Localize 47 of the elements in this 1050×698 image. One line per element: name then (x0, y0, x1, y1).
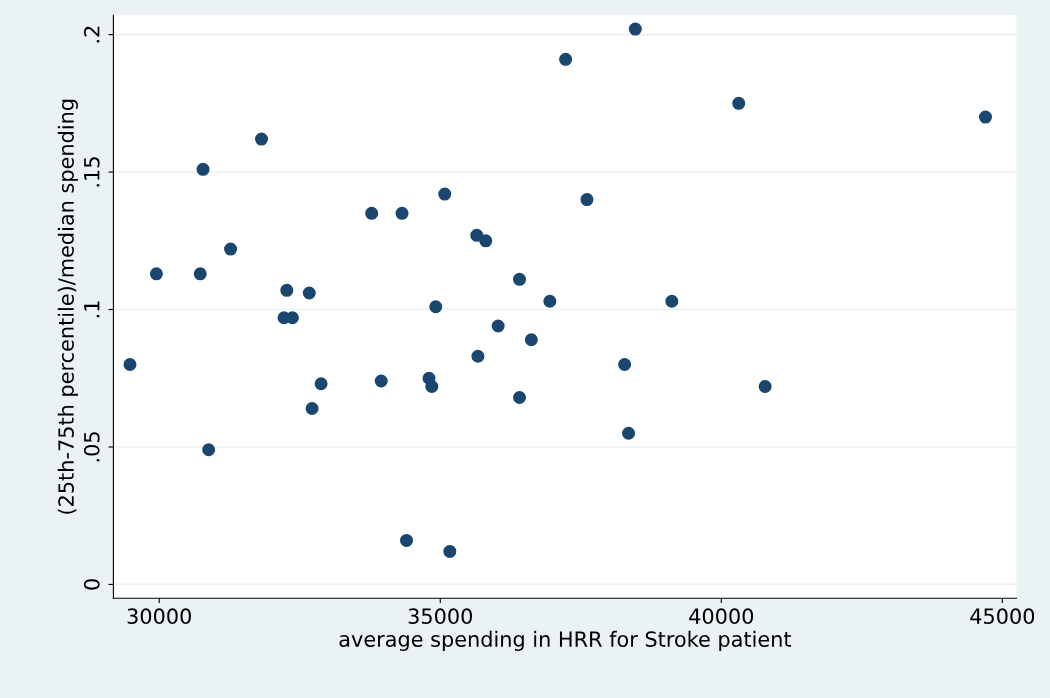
point (513, 390, 527, 404)
point (665, 294, 679, 308)
point (193, 267, 207, 281)
point (580, 193, 594, 207)
point (280, 283, 294, 297)
point (524, 333, 538, 347)
point (978, 110, 992, 124)
point (224, 242, 238, 256)
point (123, 357, 137, 372)
point (196, 162, 210, 176)
point (443, 544, 457, 558)
y-tick-label: .1 (84, 301, 100, 318)
point (513, 272, 527, 286)
x-tick-label: 45000 (970, 608, 1035, 625)
point (732, 96, 746, 110)
point (374, 374, 388, 388)
point (471, 349, 485, 363)
point (365, 206, 379, 220)
x-axis-title: average spending in HRR for Stroke patient (339, 630, 792, 652)
point (628, 22, 642, 36)
point (491, 319, 505, 333)
point (425, 379, 439, 394)
x-tick-label: 35000 (408, 608, 473, 625)
x-tick-label: 40000 (689, 608, 754, 625)
point (758, 379, 772, 394)
point (255, 132, 269, 146)
x-tick-label: 30000 (127, 608, 191, 625)
point (429, 300, 443, 314)
point (395, 206, 409, 220)
point (314, 377, 328, 391)
point (559, 52, 573, 66)
point (479, 234, 493, 248)
point (302, 286, 316, 300)
point (400, 533, 414, 547)
point (149, 267, 163, 281)
y-tick-label: 0 (83, 579, 100, 590)
point (305, 401, 319, 415)
point (202, 443, 216, 457)
point (622, 426, 636, 440)
y-tick-label: .2 (83, 26, 100, 43)
y-tick-label: .15 (84, 157, 100, 187)
point (543, 294, 557, 308)
point (438, 187, 452, 201)
point (470, 228, 484, 242)
point (618, 357, 632, 372)
y-axis-title: (25th-75th percentile)/median spending (57, 99, 78, 514)
y-tick-label: .05 (83, 432, 100, 462)
